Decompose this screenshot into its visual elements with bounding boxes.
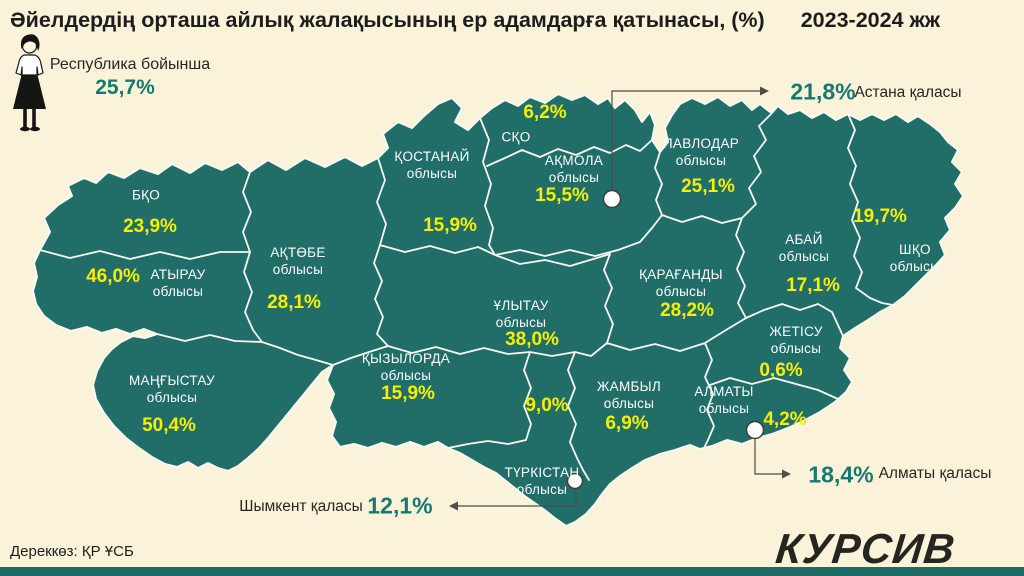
region-name: ҚОСТАНАЙ [394,149,470,164]
region-name: ҚАРАҒАНДЫ [639,267,723,282]
region-type: облысы [380,368,432,383]
republic-average-value: 25,7% [95,76,155,99]
region-label-turkistan: ТҮРКІСТАН облысы [505,464,580,498]
region-name: ЖЕТІСУ [769,324,823,339]
region-label-bqo: БҚО [132,187,160,204]
region-value-atyrau: 46,0% [86,266,140,287]
region-label-ulytau: ҰЛЫТАУ облысы [494,297,549,331]
region-type: облысы [548,170,600,185]
region-value-turkistan: 9,0% [525,395,569,416]
region-name: АТЫРАУ [150,267,206,282]
almaty-callout-arrow [782,469,791,479]
region-label-almaty-obl: АЛМАТЫ облысы [694,383,753,417]
region-name: АБАЙ [785,232,823,247]
region-name: БҚО [131,187,161,203]
region-value-sqo: 6,2% [523,102,567,123]
source-note: Дереккөз: ҚР ҰСБ [10,543,134,560]
region-value-pavlodar: 25,1% [681,176,735,197]
almaty-city-name: Алматы қаласы [878,465,992,482]
astana-city-value: 21,8% [790,78,856,105]
region-value-abay: 17,1% [786,275,840,296]
region-label-pavlodar: ПАВЛОДАР облысы [663,135,739,169]
region-name: СҚО [501,129,531,145]
region-label-shqo: ШҚО облысы [890,241,940,275]
region-value-aqtobe: 28,1% [267,292,321,313]
region-value-aqmola: 15,5% [535,185,589,206]
region-type: облысы [778,249,830,264]
region-name: МАҢҒЫСТАУ [128,373,216,388]
region-value-mangystau: 50,4% [142,415,196,436]
region-type: облысы [272,262,324,277]
region-value-qostanay: 15,9% [423,215,477,236]
republic-average-label: Республика бойынша [49,56,211,73]
region-name: ҰЛЫТАУ [493,298,549,313]
region-value-qyzylorda: 15,9% [381,383,435,404]
region-value-qaragandy: 28,2% [660,300,714,321]
shymkent-marker-dot [566,472,584,490]
woman-icon [13,34,46,132]
region-name: АҚМОЛА [544,153,604,168]
region-label-qyzylorda: ҚЫЗЫЛОРДА облысы [362,350,450,384]
region-type: облысы [406,166,458,181]
region-value-almaty-obl: 4,2% [763,409,807,430]
region-label-aqtobe: АҚТӨБЕ облысы [270,244,325,278]
shymkent-city-name: Шымкент қаласы [239,498,363,515]
page-title: Әйелдердің орташа айлық жалақысының ер а… [10,8,940,33]
title-period: 2023-2024 жж [800,8,940,32]
shymkent-callout-arrow [449,501,458,511]
region-label-sqo: СҚО [501,129,530,146]
region-name: ҚЫЗЫЛОРДА [361,351,451,366]
region-type: облысы [655,284,707,299]
region-borders [39,105,894,481]
astana-marker-dot [602,189,622,209]
region-type: облысы [603,396,655,411]
region-name: АЛМАТЫ [694,384,754,399]
almaty-city-value: 18,4% [808,461,874,488]
region-name: ПАВЛОДАР [662,136,740,151]
region-label-qostanay: ҚОСТАНАЙ облысы [394,148,469,182]
shymkent-city-value: 12,1% [367,492,433,519]
almaty-marker-dot [745,420,765,440]
region-label-qaragandy: ҚАРАҒАНДЫ облысы [639,266,723,300]
region-label-aqmola: АҚМОЛА облысы [545,152,603,186]
region-label-mangystau: МАҢҒЫСТАУ облысы [129,372,215,406]
region-value-shqo: 19,7% [853,206,907,227]
astana-callout-arrow [760,86,769,96]
region-label-zhambyl: ЖАМБЫЛ облысы [597,378,661,412]
region-label-abay: АБАЙ облысы [779,231,829,265]
kursiv-logo: КУРСИВ [773,525,958,572]
region-name: АҚТӨБЕ [270,245,326,260]
region-value-bqo: 23,9% [123,216,177,237]
region-name: ШҚО [899,242,931,257]
title-main: Әйелдердің орташа айлық жалақысының ер а… [10,8,765,32]
region-value-zhetisu: 0,6% [759,360,803,381]
region-label-zhetisu: ЖЕТІСУ облысы [769,323,822,357]
almaty-callout [745,420,791,479]
region-value-ulytau: 38,0% [505,329,559,350]
kazakhstan-outline [32,93,964,527]
region-type: облысы [516,482,568,497]
shymkent-callout [449,472,584,511]
region-type: облысы [495,315,547,330]
region-type: облысы [770,341,822,356]
region-name: ЖАМБЫЛ [596,379,662,394]
region-type: облысы [698,401,750,416]
region-label-atyrau: АТЫРАУ облысы [150,266,205,300]
region-value-zhambyl: 6,9% [605,413,649,434]
region-type: облысы [675,153,727,168]
region-name: ТҮРКІСТАН [504,465,580,480]
astana-city-name: Астана қаласы [854,84,962,101]
bottom-bar [0,567,1024,576]
region-type: облысы [152,284,204,299]
region-type: облысы [146,390,198,405]
astana-callout [602,86,769,209]
region-type: облысы [889,259,941,274]
